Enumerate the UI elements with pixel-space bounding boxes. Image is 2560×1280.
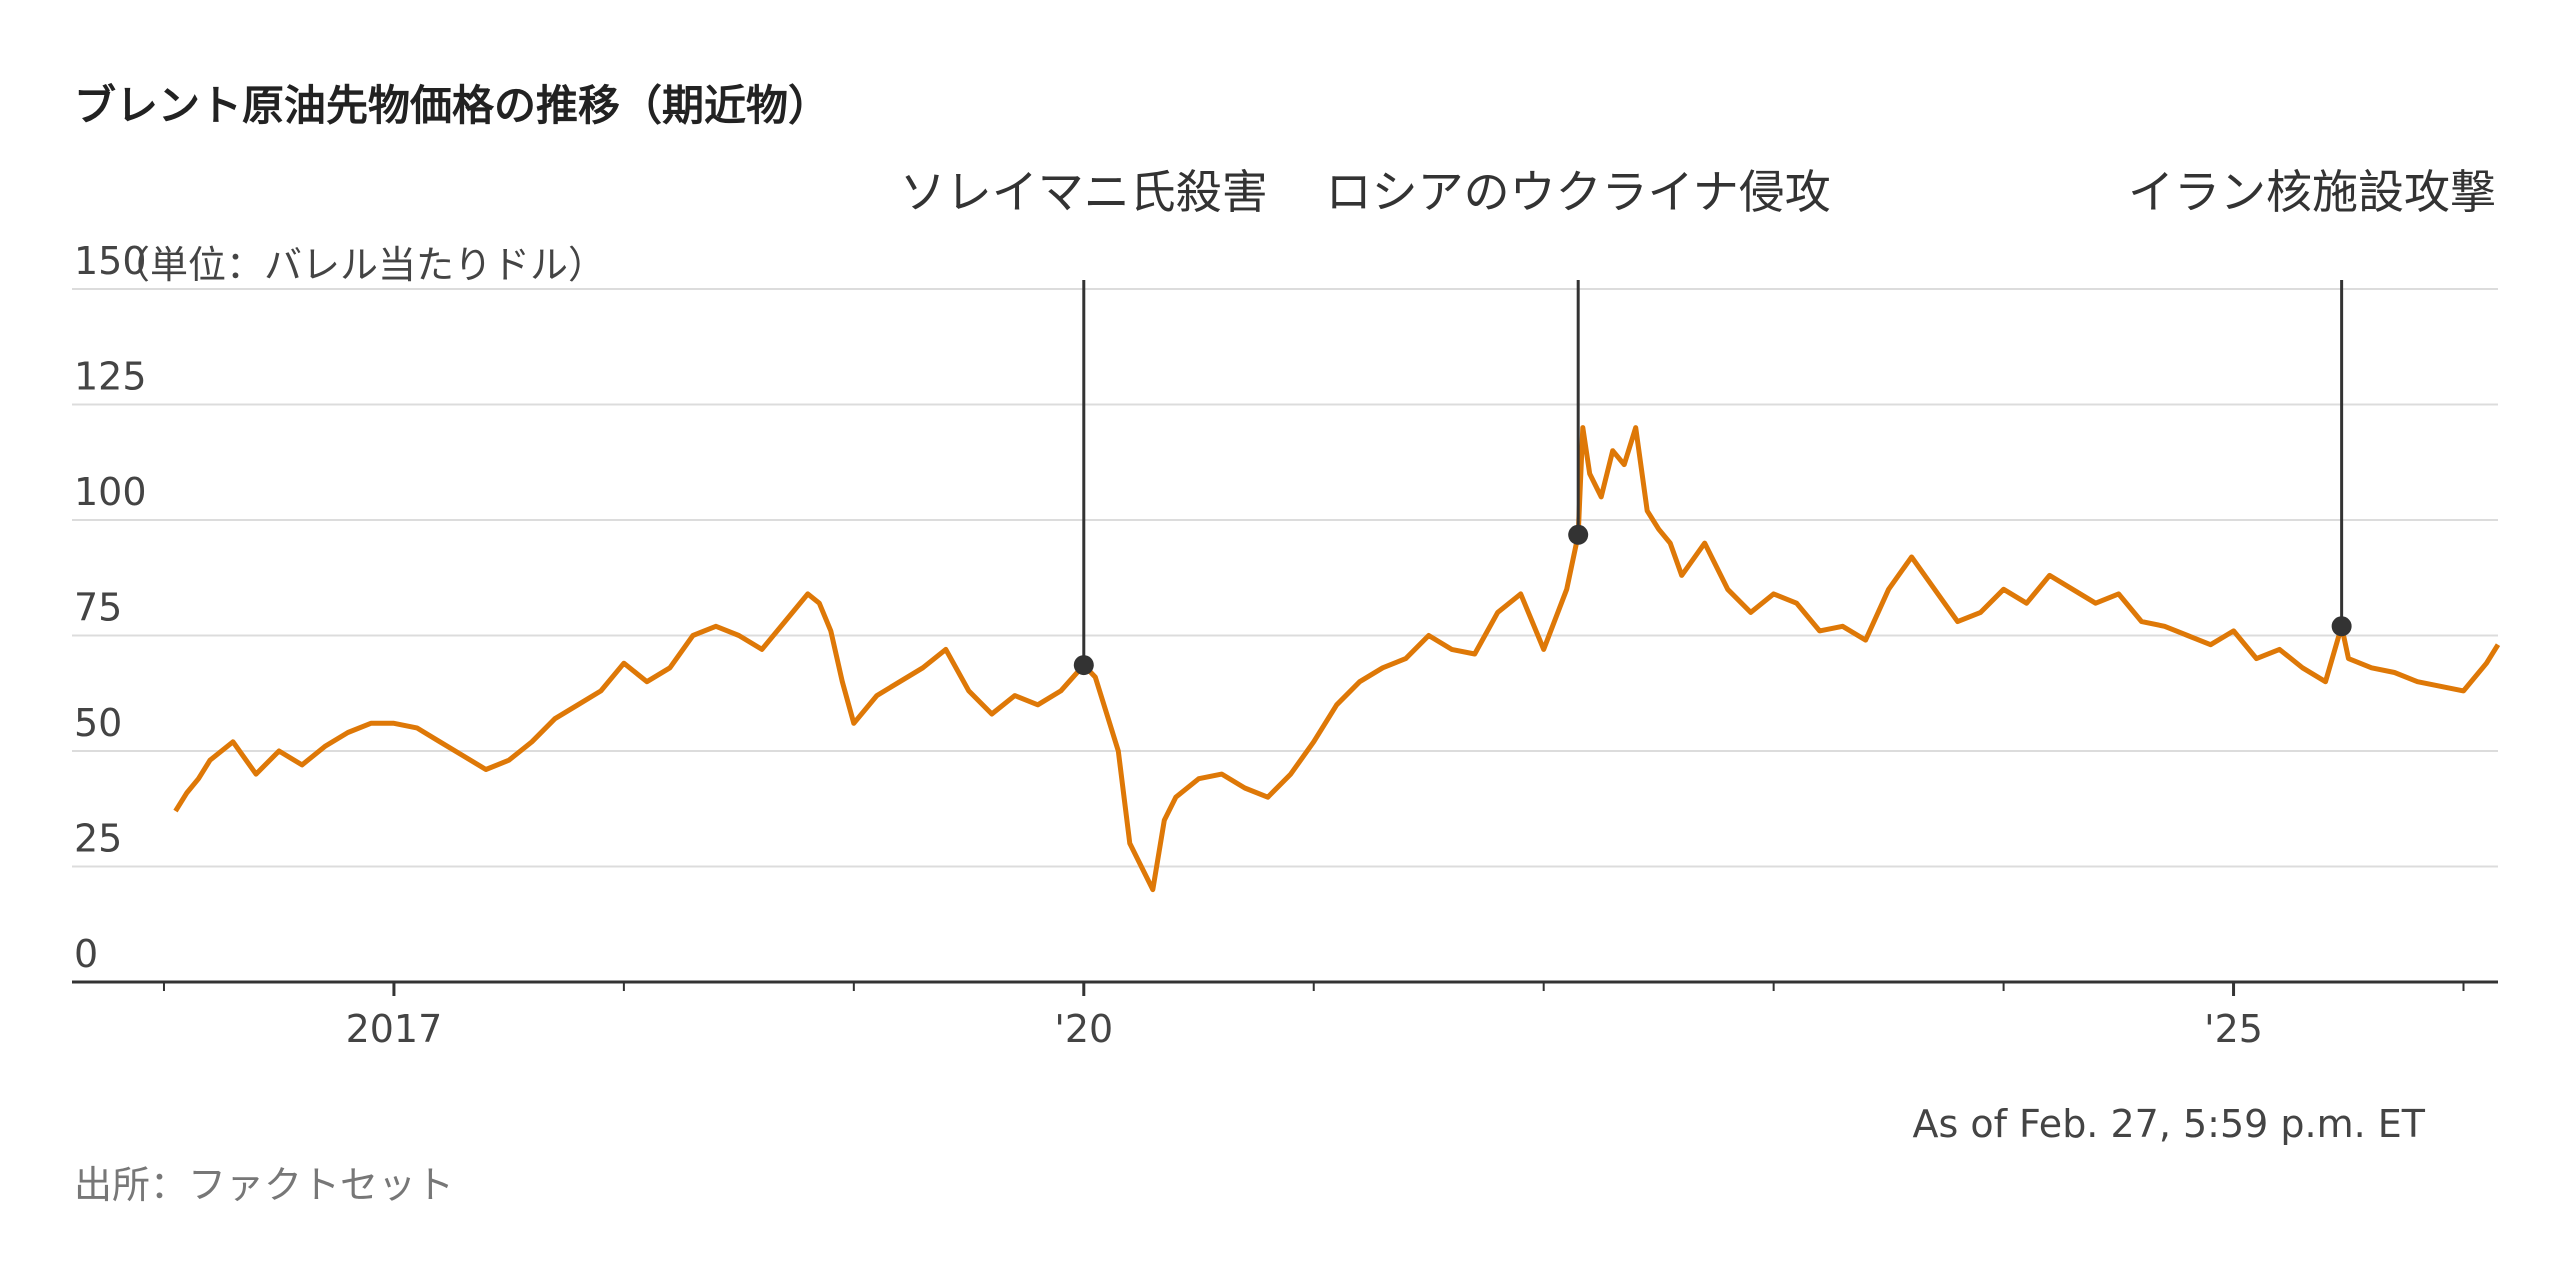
y-tick-label: 25 [74, 817, 122, 861]
x-tick-label: '20 [1054, 1007, 1113, 1051]
annotation-label: ソレイマニ氏殺害 [900, 165, 1268, 219]
event-annotations: ソレイマニ氏殺害 ロシアのウクライナ侵攻 イラン核施設攻撃 [900, 165, 2496, 676]
chart-title: ブレント原油先物価格の推移（期近物） [74, 81, 830, 130]
x-tick-label: 2017 [346, 1007, 443, 1051]
annotation-label: イラン核施設攻撃 [2128, 165, 2496, 219]
y-axis-ticks: 0 25 50 75 100 125 150 [74, 239, 147, 976]
series-line-brent-price [173, 425, 2501, 893]
annotation-marker [2331, 616, 2352, 637]
x-tick-label: '25 [2204, 1007, 2263, 1051]
x-axis-ticks: 2017 '20 '25 [162, 982, 2465, 1051]
y-tick-label: 100 [74, 470, 147, 514]
annotation-marker [1073, 655, 1094, 676]
annotation-label: ロシアのウクライナ侵攻 [1326, 165, 1831, 219]
y-tick-label: 125 [74, 355, 147, 399]
as-of-timestamp: As of Feb. 27, 5:59 p.m. ET [1912, 1102, 2425, 1146]
annotation-marker [1568, 524, 1589, 545]
y-axis-unit-label: （単位：バレル当たりドル） [112, 243, 606, 287]
y-tick-label: 150 [74, 239, 147, 283]
y-tick-label: 50 [74, 701, 122, 745]
y-tick-label: 0 [74, 932, 98, 976]
y-tick-label: 75 [74, 586, 122, 630]
source-note: 出所：ファクトセット [74, 1163, 454, 1207]
grid-lines [72, 288, 2498, 868]
